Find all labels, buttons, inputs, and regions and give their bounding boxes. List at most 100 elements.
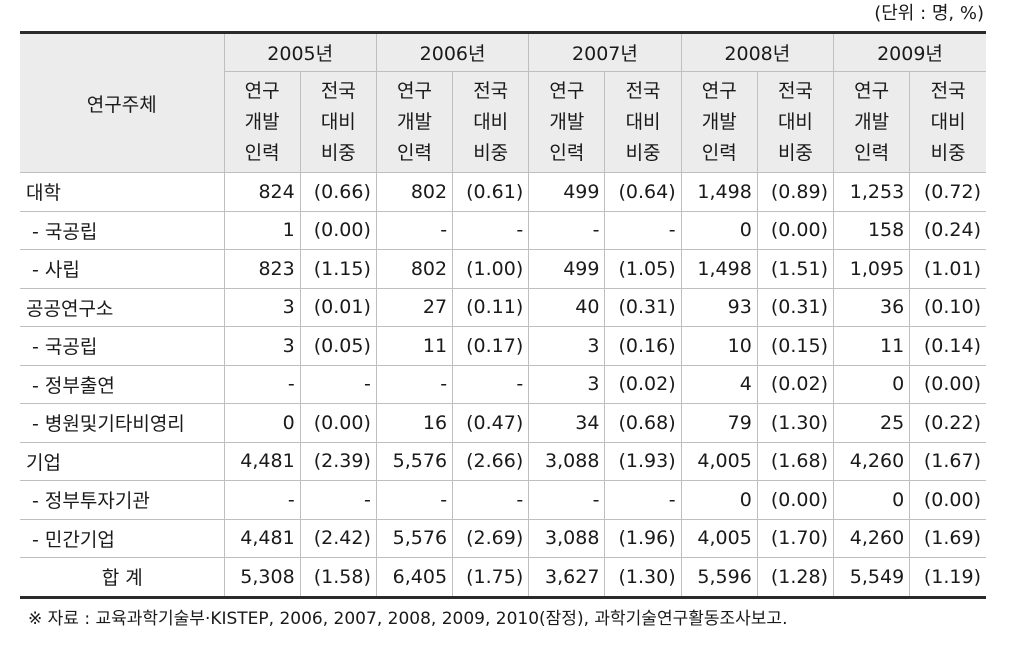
year-header: 2009년 [833,31,986,72]
ratio-cell: (1.69) [909,518,986,558]
ratio-cell: - [604,210,682,250]
sub-header-line: 대비 [473,110,509,133]
ratio-cell: (0.00) [909,364,986,404]
row-label: - 병원및기타비영리 [20,403,225,443]
staff-count-cell: 5,549 [833,557,911,599]
sub-header-line: 대비 [930,110,966,133]
sub-header-staff: 연구 개발 인력 [223,71,301,173]
sub-header-line: 전국 [930,79,966,102]
ratio-cell: (1.96) [604,518,682,558]
ratio-cell: (0.00) [756,480,835,520]
staff-count-cell: 79 [680,403,758,443]
row-label: 공공연구소 [20,287,225,327]
table-row: - 사립 823 (1.15) 802 (1.00) 499 (1.05) 1,498 (1.5… [20,249,986,289]
staff-count-cell: 34 [528,403,606,443]
ratio-cell: - [299,480,377,520]
year-header: 2005년 [223,31,377,72]
table-row: 기업 4,481 (2.39) 5,576 (2.66) 3,088 (1.93) 4,005… [20,441,986,481]
table-row: - 정부투자기관 - - - - - -0 (0.00) 0 (0.00) [20,480,986,520]
sub-header-line: 연구 [701,79,737,102]
staff-count-cell: 0 [833,480,911,520]
staff-count-cell: 1 [223,210,301,250]
staff-count-cell: 4,260 [833,518,911,558]
staff-count-cell: 0 [680,210,758,250]
sub-header-line: 전국 [777,79,813,102]
sub-header-line: 연구 [854,79,890,102]
sub-header-line: 대비 [625,110,661,133]
staff-count-cell: 802 [375,249,454,289]
staff-count-cell: 499 [528,249,606,289]
sub-header-line: 개발 [397,110,432,133]
sub-header-line: 인력 [701,141,737,164]
sub-header-line: 인력 [244,141,280,164]
year-header: 2006년 [375,31,530,72]
row-label: 대학 [20,172,225,212]
sub-header-line: 전국 [625,79,661,102]
ratio-cell: - [452,364,530,404]
ratio-cell: (0.64) [604,172,682,212]
staff-count-cell: 3,627 [528,557,606,599]
ratio-cell: (0.00) [756,210,835,250]
ratio-cell: (2.69) [452,518,530,558]
ratio-cell: (0.66) [299,172,377,212]
row-label: - 정부투자기관 [20,480,225,520]
table-row: 공공연구소 3 (0.01) 27 (0.11) 40 (0.31) 93 (0.31) 36 (0… [20,287,986,327]
table-row: - 정부출연 - - - -3 (0.02) 4 (0.02) 0 (0.00) [20,364,986,404]
staff-count-cell: 158 [833,210,911,250]
staff-count-cell: 16 [375,403,454,443]
ratio-cell: (0.24) [909,210,986,250]
sub-header-line: 개발 [854,110,890,133]
staff-count-cell: - [223,480,301,520]
staff-count-cell: - [223,364,301,404]
staff-count-cell: 3,088 [528,441,606,481]
staff-count-cell: 4,005 [680,518,758,558]
sub-header-ratio: 전국 대비 비중 [909,71,986,173]
sub-header-line: 대비 [777,110,813,133]
staff-count-cell: 3 [223,287,301,327]
staff-count-cell: - [375,210,454,250]
ratio-cell: (0.68) [604,403,682,443]
sub-header-line: 비중 [625,141,661,164]
ratio-cell: (0.16) [604,326,682,366]
staff-count-cell: 25 [833,403,911,443]
ratio-cell: (1.30) [756,403,835,443]
ratio-cell: - [604,480,682,520]
staff-count-cell: - [375,480,454,520]
sub-header-staff: 연구 개발 인력 [375,71,454,173]
staff-count-cell: 6,405 [375,557,454,599]
ratio-cell: (2.66) [452,441,530,481]
ratio-cell: (0.47) [452,403,530,443]
ratio-cell: (0.05) [299,326,377,366]
staff-count-cell: 1,498 [680,172,758,212]
staff-count-cell: 0 [223,403,301,443]
ratio-cell: (1.68) [756,441,835,481]
staff-count-cell: 10 [680,326,758,366]
staff-count-cell: - [375,364,454,404]
ratio-cell: (0.31) [756,287,835,327]
unit-note: (단위 : 명, %) [874,3,984,24]
ratio-cell: (0.11) [452,287,530,327]
sub-header-line: 인력 [854,141,890,164]
table-row: 대학 824 (0.66) 802 (0.61) 499 (0.64) 1,498 (0.89)… [20,172,986,212]
staff-count-cell: 824 [223,172,301,212]
ratio-cell: (1.19) [909,557,986,599]
ratio-cell: (1.05) [604,249,682,289]
source-note: ※ 자료 : 교육과학기술부·KISTEP, 2006, 2007, 2008,… [28,609,788,629]
staff-count-cell: 4,005 [680,441,758,481]
row-label: - 민간기업 [20,518,225,558]
year-header-row: 연구주체 2005년 2006년 2007년 2008년 2009년 [20,31,986,173]
sub-header-staff: 연구 개발 인력 [528,71,606,173]
ratio-cell: (0.17) [452,326,530,366]
ratio-cell: (0.61) [452,172,530,212]
ratio-cell: (1.58) [299,557,377,599]
staff-count-cell: 1,095 [833,249,911,289]
ratio-cell: (2.39) [299,441,377,481]
ratio-cell: - [452,480,530,520]
table-row: 합 계 5,308 (1.58) 6,405 (1.75) 3,627 (1.30) 5,59… [20,557,986,599]
staff-count-cell: 36 [833,287,911,327]
sub-header-ratio: 전국 대비 비중 [299,71,377,173]
ratio-cell: (0.00) [909,480,986,520]
